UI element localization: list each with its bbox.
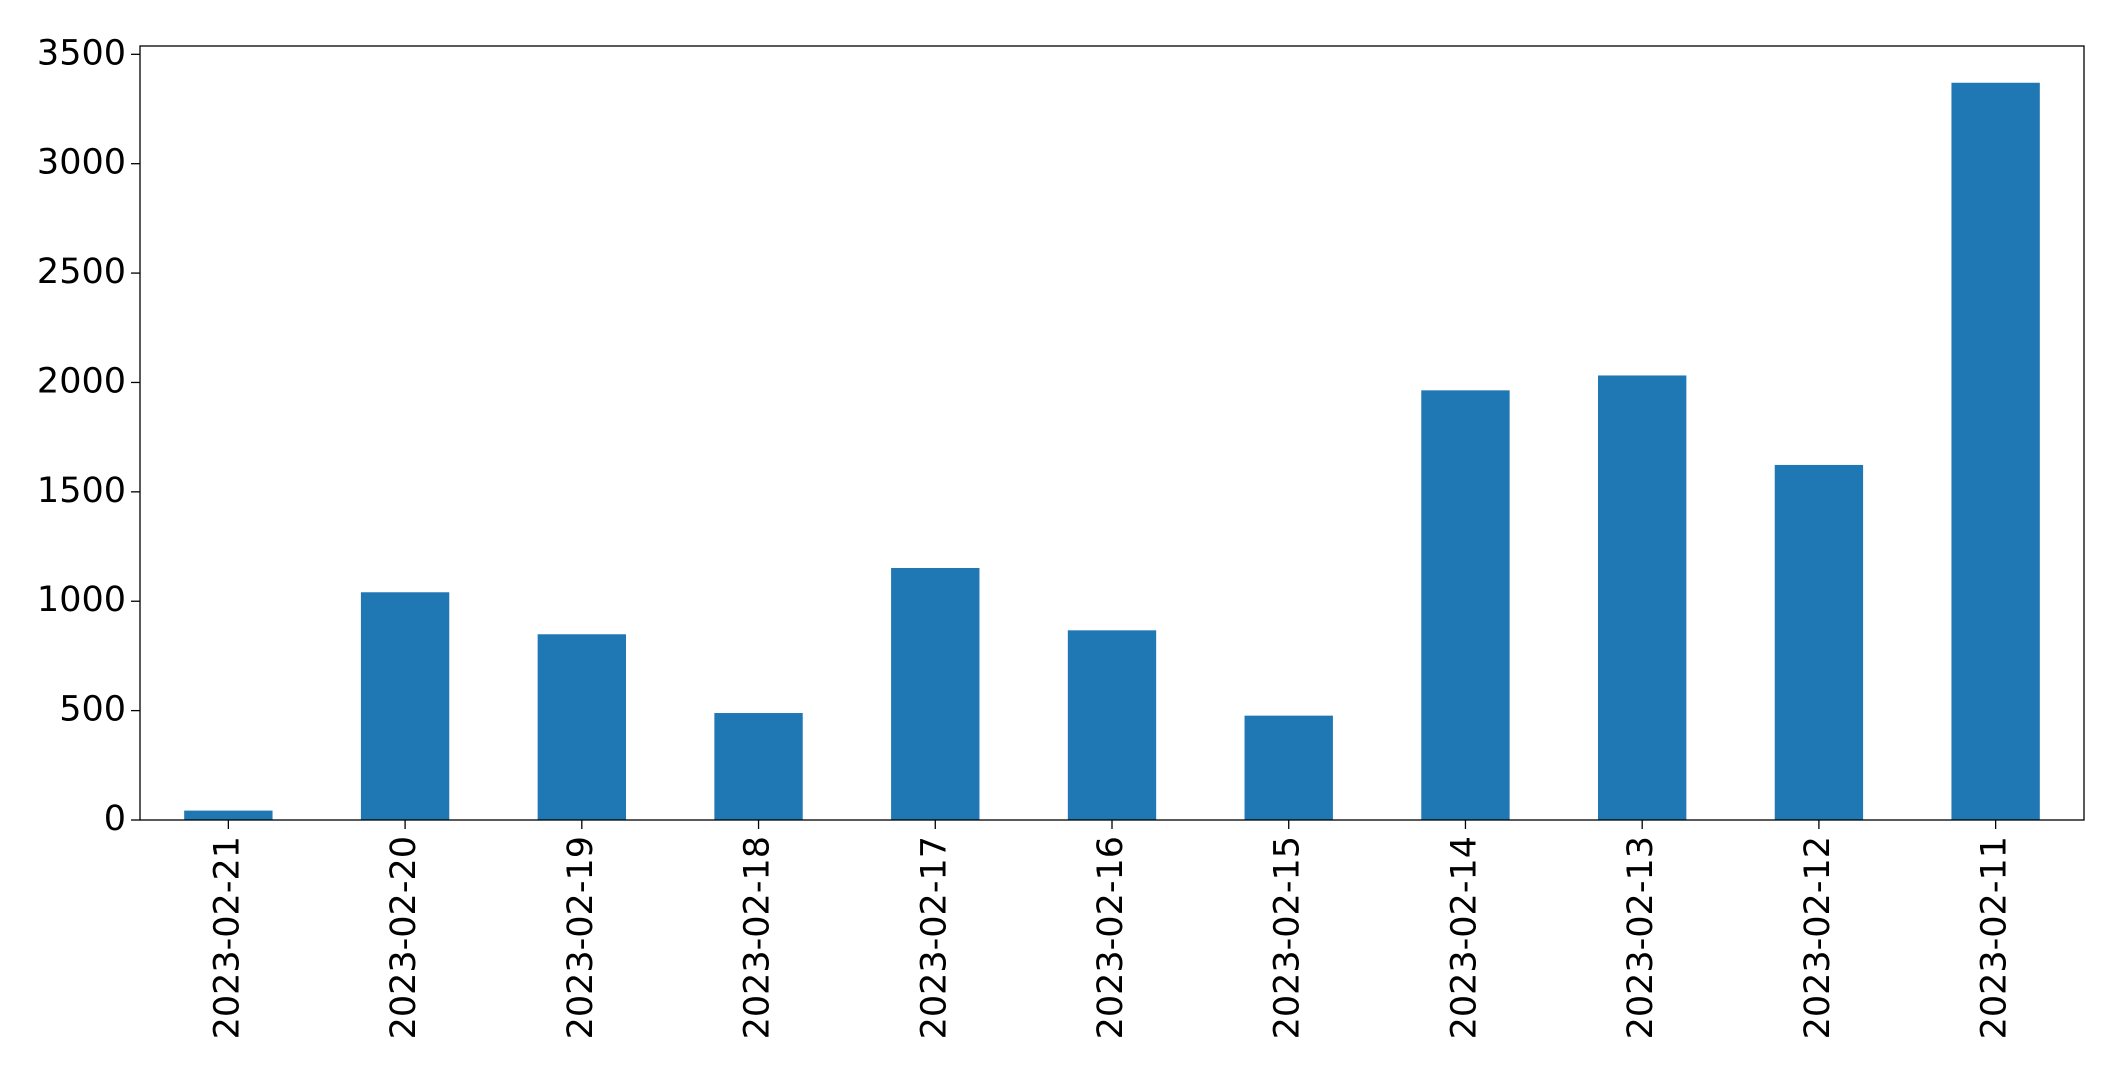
plot-frame xyxy=(139,45,2085,821)
bar xyxy=(714,713,803,820)
bar xyxy=(1774,464,1864,820)
y-tick-label: 1500 xyxy=(37,471,126,511)
bar xyxy=(1067,630,1157,820)
bar xyxy=(891,567,980,820)
y-tick-label: 3500 xyxy=(37,33,126,73)
bar xyxy=(360,592,450,820)
y-tick-label: 500 xyxy=(59,690,126,730)
bar xyxy=(1598,375,1687,820)
bar xyxy=(1951,82,2040,820)
x-tick-label: 2023-02-17 xyxy=(914,836,954,1039)
x-tick-label: 2023-02-14 xyxy=(1444,836,1484,1039)
bar xyxy=(184,810,273,820)
y-tick-label: 2000 xyxy=(37,361,126,401)
bar xyxy=(537,634,626,820)
x-tick-label: 2023-02-16 xyxy=(1091,836,1131,1039)
y-tick-label: 1000 xyxy=(37,580,126,620)
y-tick-label: 3000 xyxy=(37,143,126,183)
x-tick-label: 2023-02-12 xyxy=(1798,836,1838,1039)
x-tick-label: 2023-02-18 xyxy=(738,836,778,1039)
bar xyxy=(1421,390,1510,820)
x-tick-label: 2023-02-21 xyxy=(207,836,247,1039)
x-tick-label: 2023-02-20 xyxy=(384,836,424,1039)
x-tick-label: 2023-02-19 xyxy=(561,836,601,1039)
bar xyxy=(1244,715,1333,820)
x-tick-label: 2023-02-13 xyxy=(1621,836,1661,1039)
y-tick-label: 2500 xyxy=(37,252,126,292)
x-tick-label: 2023-02-11 xyxy=(1975,836,2015,1039)
y-tick-label: 0 xyxy=(104,799,126,839)
x-tick-label: 2023-02-15 xyxy=(1268,836,1308,1039)
